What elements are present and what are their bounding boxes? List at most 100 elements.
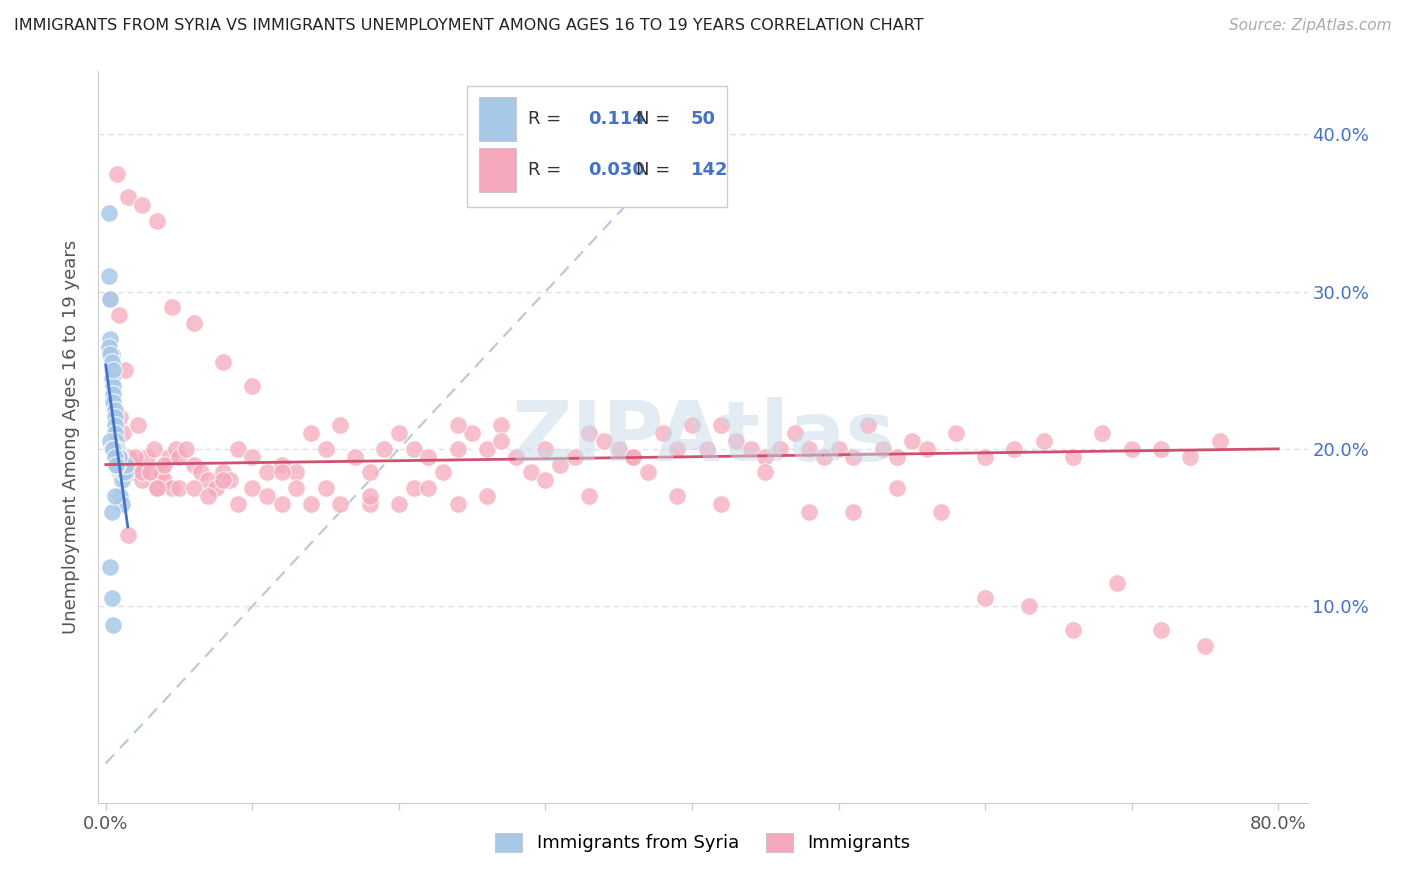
Point (329, 497, 352, 511)
Point (475, 442, 498, 456)
Point (110, 458, 132, 472)
Y-axis label: Unemployment Among Ages 16 to 19 years: Unemployment Among Ages 16 to 19 years (62, 240, 80, 634)
Point (710, 497, 733, 511)
Point (651, 426, 673, 441)
Point (117, 450, 139, 464)
Point (1105, 575, 1128, 590)
Point (621, 450, 644, 464)
Text: N =: N = (637, 161, 676, 179)
Point (315, 442, 337, 456)
Point (240, 379, 263, 393)
Point (107, 167, 129, 181)
Point (153, 473, 176, 487)
Point (446, 418, 468, 433)
Point (212, 466, 235, 480)
Point (167, 450, 190, 464)
Point (100, 371, 122, 385)
Point (98, 293, 121, 307)
Point (1121, 442, 1143, 456)
Point (373, 442, 395, 456)
Point (103, 442, 125, 456)
Point (856, 418, 879, 433)
Point (754, 466, 776, 480)
Text: Source: ZipAtlas.com: Source: ZipAtlas.com (1229, 18, 1392, 33)
Point (153, 458, 176, 472)
Point (418, 481, 440, 495)
Point (103, 450, 125, 464)
Point (886, 481, 908, 495)
Point (212, 355, 235, 369)
Point (593, 434, 616, 448)
Point (256, 489, 278, 503)
Point (197, 473, 219, 487)
Point (637, 466, 659, 480)
Point (103, 426, 125, 441)
Point (475, 489, 498, 503)
Point (146, 481, 169, 495)
Point (219, 473, 242, 487)
Point (256, 466, 278, 480)
Point (97, 340, 120, 354)
Point (681, 418, 703, 433)
Point (270, 497, 292, 511)
Point (226, 497, 249, 511)
Point (491, 418, 513, 433)
Point (520, 466, 543, 480)
Point (103, 402, 125, 417)
Point (329, 418, 352, 433)
Text: 142: 142 (690, 161, 728, 179)
Point (105, 450, 128, 464)
Point (111, 466, 134, 480)
Point (578, 489, 600, 503)
Point (131, 198, 153, 212)
Point (388, 497, 411, 511)
Point (176, 442, 198, 456)
Point (827, 442, 849, 456)
Point (432, 466, 454, 480)
Point (101, 379, 124, 393)
Point (446, 497, 468, 511)
Point (769, 442, 792, 456)
Point (107, 458, 129, 472)
Point (110, 466, 132, 480)
Text: R =: R = (527, 161, 567, 179)
Point (842, 450, 865, 464)
Point (100, 442, 122, 456)
Point (666, 489, 689, 503)
Point (534, 442, 557, 456)
Point (112, 466, 135, 480)
Text: 0.114: 0.114 (588, 110, 645, 128)
Point (98, 293, 121, 307)
Point (160, 481, 183, 495)
Point (204, 481, 226, 495)
Point (212, 473, 235, 487)
Point (564, 450, 586, 464)
Point (98, 434, 121, 448)
Point (607, 442, 630, 456)
Point (131, 466, 153, 480)
Point (114, 363, 136, 377)
Point (112, 458, 135, 472)
Point (146, 481, 169, 495)
Point (101, 363, 124, 377)
Point (111, 497, 134, 511)
Point (146, 214, 169, 228)
Point (505, 450, 527, 464)
Point (240, 450, 263, 464)
Point (1150, 442, 1173, 456)
Point (799, 505, 821, 519)
Point (299, 497, 322, 511)
Point (842, 505, 865, 519)
Point (160, 301, 183, 315)
Text: N =: N = (637, 110, 676, 128)
Point (108, 458, 131, 472)
Point (138, 466, 160, 480)
Point (270, 458, 292, 472)
Point (197, 489, 219, 503)
Point (359, 466, 381, 480)
Point (190, 466, 212, 480)
Point (105, 458, 128, 472)
Point (1180, 450, 1202, 464)
Point (621, 450, 644, 464)
Point (813, 450, 835, 464)
